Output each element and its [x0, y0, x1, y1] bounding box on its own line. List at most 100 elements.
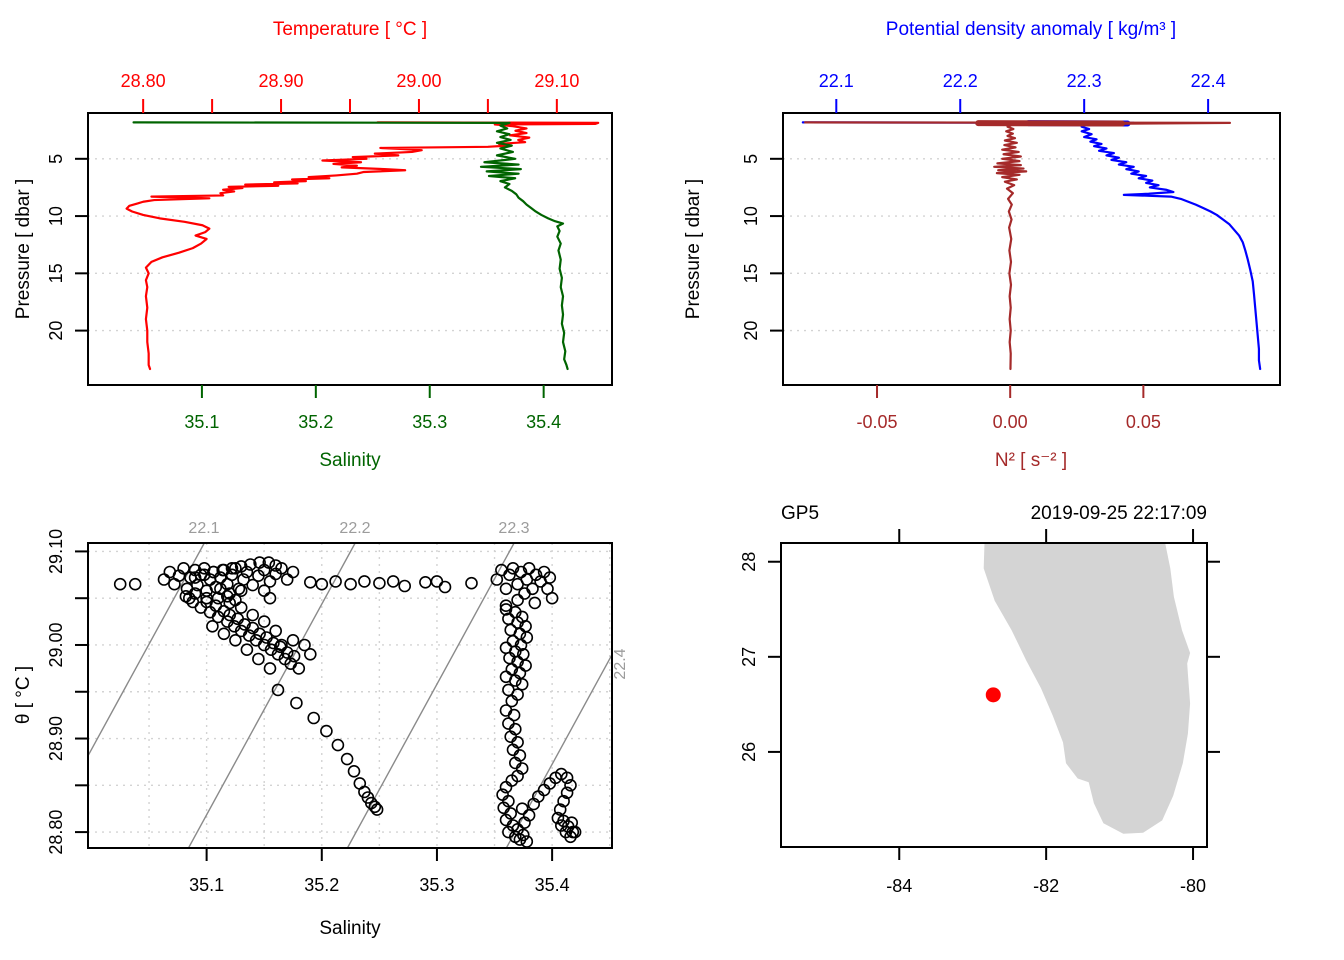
tick-label: 20	[46, 321, 66, 341]
ts-point	[499, 780, 513, 794]
tick-label: 35.3	[412, 412, 447, 432]
cast-datetime: 2019-09-25 22:17:09	[1031, 503, 1207, 524]
pressure-axis-title-left: Pressure [ dbar ]	[13, 179, 34, 319]
plot-frame	[87, 542, 613, 849]
salinity-axis-title-profile: Salinity	[319, 450, 381, 471]
tick-label: 28.80	[121, 71, 166, 91]
panel-ts-diagram: 35.1 35.2 35.3 35.4 28.80 28.90 29.00 29.10	[46, 529, 613, 895]
ts-point	[234, 560, 248, 573]
tick-label: 28.90	[259, 71, 304, 91]
ts-point	[370, 803, 384, 816]
ts-point	[262, 556, 276, 569]
ts-point	[465, 576, 478, 590]
tick-label: 35.4	[535, 875, 570, 895]
tick-label: -84	[886, 876, 912, 896]
tick-label: 28.90	[46, 716, 66, 761]
ts-point	[257, 615, 271, 628]
ts-point	[358, 575, 371, 588]
station-marker	[985, 687, 1001, 703]
tick-label: 20	[741, 321, 761, 341]
ts-point	[198, 568, 211, 582]
ts-point	[128, 577, 142, 591]
ts-point	[505, 694, 519, 708]
plot-frame	[780, 542, 1208, 848]
ts-point	[320, 724, 333, 738]
salinity-axis-title-ts: Salinity	[319, 918, 381, 939]
density-curve	[801, 121, 1262, 371]
tick-label: 15	[741, 263, 761, 283]
tick-label: -0.05	[857, 412, 898, 432]
ts-point	[271, 683, 285, 697]
panel-temperature-salinity: 28.80 28.90 29.00 29.10 35.1 35.2 35.3 35.4 5 10 1…	[46, 71, 613, 432]
ts-point	[551, 811, 565, 825]
tick-label: -80	[1180, 876, 1206, 896]
ts-point	[557, 814, 570, 828]
ts-point	[275, 561, 288, 575]
theta-axis-title: θ [ °C ]	[13, 666, 34, 724]
ts-point	[340, 752, 354, 766]
ts-point	[246, 578, 259, 592]
ts-point	[564, 778, 577, 792]
ts-point	[560, 771, 574, 785]
ts-point	[252, 652, 265, 666]
ts-point	[511, 593, 524, 607]
tick-label: 29.00	[396, 71, 441, 91]
ts-point	[290, 696, 303, 710]
tick-label: -82	[1033, 876, 1059, 896]
temperature-curve	[125, 121, 600, 371]
tick-label: 22.1	[819, 71, 854, 91]
isopycnal-contour	[88, 543, 205, 758]
n2-curve	[804, 121, 1232, 371]
ts-point	[244, 558, 257, 571]
tick-label: 35.3	[419, 875, 454, 895]
ts-point	[223, 608, 236, 622]
panel-station-map: -84 -82 -80 26 27 28	[739, 529, 1220, 896]
ts-point	[269, 624, 283, 638]
ts-point	[329, 575, 342, 588]
tick-label: 35.1	[184, 412, 219, 432]
tick-label: 35.2	[304, 875, 339, 895]
tick-label: 35.1	[189, 875, 224, 895]
tick-label: 27	[739, 647, 759, 667]
ts-point	[515, 677, 529, 691]
ts-point	[315, 577, 329, 591]
ts-point	[503, 568, 516, 582]
ts-point	[347, 764, 361, 778]
ts-point	[506, 561, 520, 575]
ts-point	[331, 738, 345, 752]
tick-label: 5	[741, 154, 761, 164]
pressure-axis-title-right: Pressure [ dbar ]	[683, 179, 704, 319]
ts-point	[438, 580, 452, 594]
ts-point	[216, 563, 229, 577]
ts-point	[269, 559, 283, 572]
n2-axis-title: N² [ s⁻² ]	[995, 450, 1067, 471]
salinity-curve	[132, 121, 569, 371]
ts-point	[217, 627, 231, 641]
panel-density-n2: 22.1 22.2 22.3 22.4 -0.05 0.00 0.05 5 10 15 20	[741, 71, 1281, 432]
station-name: GP5	[781, 503, 819, 524]
isopycnal-contour	[187, 543, 356, 848]
ts-point	[522, 808, 536, 822]
tick-label: 10	[741, 206, 761, 226]
ts-point	[246, 608, 259, 622]
tick-label: 22.2	[943, 71, 978, 91]
ts-point	[229, 593, 242, 607]
ts-point	[499, 599, 513, 613]
tick-label: 29.10	[46, 529, 66, 574]
ts-point	[275, 638, 288, 652]
ts-point	[557, 794, 570, 808]
ts-point	[286, 565, 300, 579]
tick-label: 5	[46, 154, 66, 164]
density-axis-title: Potential density anomaly [ kg/m³ ]	[886, 19, 1176, 40]
tick-label: 22.3	[1067, 71, 1102, 91]
ts-point	[206, 619, 219, 633]
ts-point	[386, 575, 400, 588]
ts-point	[553, 803, 567, 816]
coastline-polygon	[983, 543, 1191, 834]
ts-point	[522, 561, 536, 575]
ts-point	[508, 674, 522, 687]
ts-point	[286, 633, 300, 647]
tick-label: 15	[46, 263, 66, 283]
